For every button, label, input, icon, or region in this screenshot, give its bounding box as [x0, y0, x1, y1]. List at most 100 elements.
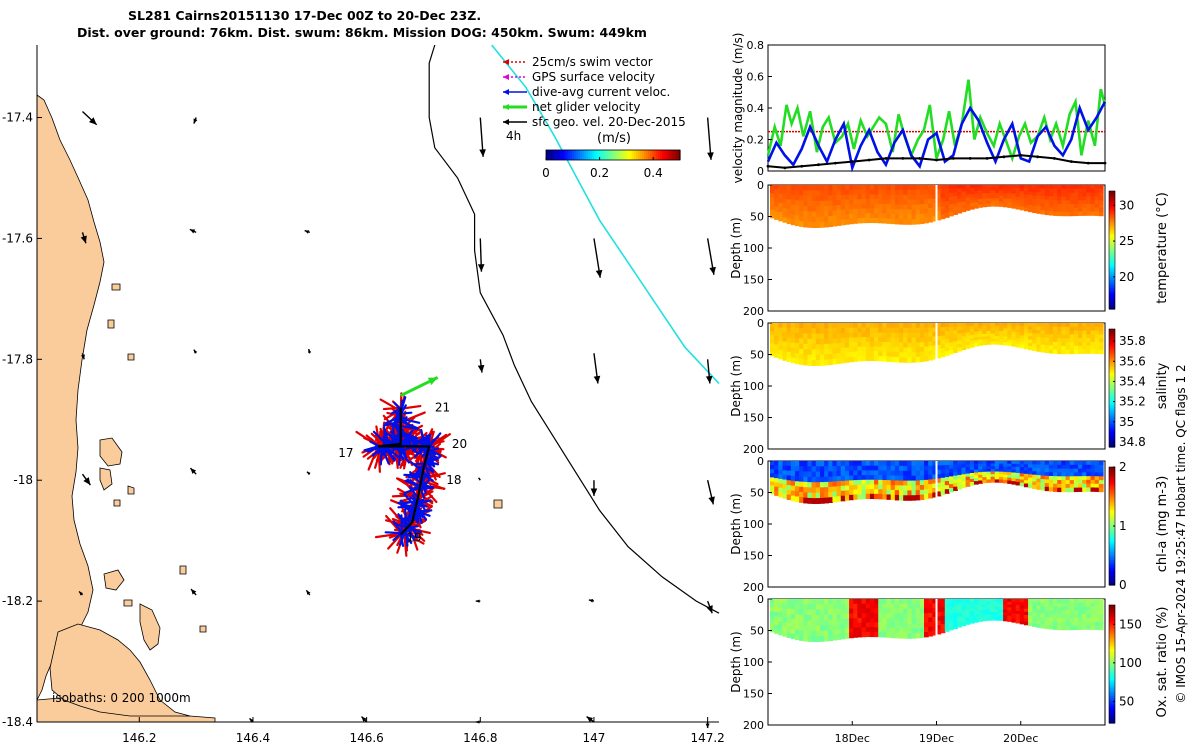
temperature-section-cell	[819, 185, 825, 191]
chla-section-cell	[878, 484, 883, 490]
temperature-section-cell	[882, 199, 888, 205]
salinity-section-cell	[894, 327, 900, 334]
temperature-section-cell	[1003, 195, 1008, 200]
oxygen-section-cell	[1040, 599, 1046, 604]
oxygen-section-cell	[1032, 616, 1037, 621]
salinity-section-cell	[824, 359, 829, 366]
oxygen-colorbar-cell	[1109, 681, 1115, 685]
oxygen-section-cell	[836, 629, 842, 635]
salinity-section-cell	[1023, 323, 1029, 327]
salinity-section-cell	[1040, 344, 1046, 349]
oxygen-section-cell	[1040, 609, 1046, 615]
temperature-section-cell	[924, 199, 929, 205]
salinity-section-cell	[865, 323, 871, 329]
oxygen-section-cell	[1086, 614, 1092, 619]
chla-section-cell	[832, 491, 838, 498]
geo-arrow-26-head	[588, 599, 594, 603]
temperature-section-cell	[978, 193, 983, 197]
oxygen-section-cell	[1065, 625, 1071, 631]
salinity-section-cell	[1007, 336, 1013, 341]
temperature-section-cell	[774, 197, 779, 203]
temperature-section-cell	[1007, 204, 1013, 208]
salinity-section-cell	[1078, 323, 1083, 328]
oxygen-section-cell	[1090, 602, 1096, 608]
oxygen-section-cell	[1098, 618, 1104, 623]
temperature-ytick-label-2: 100	[743, 242, 764, 255]
salinity-section-cell	[1028, 342, 1033, 347]
chla-section-cell	[790, 470, 796, 477]
salinity-section-cell	[890, 323, 896, 329]
chla-section-cell	[1073, 472, 1079, 477]
chla-section-cell	[911, 480, 917, 487]
chla-section-cell	[928, 484, 933, 490]
temperature-section-cell	[1032, 188, 1037, 193]
oxygen-colorbar-frame	[1108, 604, 1116, 724]
chla-section-cell	[1078, 483, 1083, 489]
temperature-section-cell	[944, 209, 950, 214]
temperature-section-cell	[1015, 205, 1021, 210]
salinity-section-cell	[915, 352, 921, 358]
oxygen-section-cell	[903, 618, 908, 625]
temperature-section-cell	[961, 188, 967, 193]
salinity-section-cell	[836, 323, 842, 329]
oxygen-section-cell	[819, 609, 825, 616]
temperature-section-cell	[1032, 185, 1037, 190]
temperature-section-cell	[811, 185, 817, 191]
dive-avg-vector-142	[399, 419, 419, 430]
temperature-section-cell	[936, 215, 942, 221]
chla-section-cell	[998, 471, 1004, 475]
temperature-section-cell	[1019, 203, 1025, 208]
oxygen-section-cell	[978, 599, 983, 603]
chla-section-cell	[836, 496, 842, 502]
oxygen-section-cell	[819, 604, 825, 611]
salinity-section-cell	[865, 351, 871, 357]
salinity-colorbar-cell	[1109, 358, 1115, 362]
oxygen-colorbar-cell	[1109, 654, 1115, 657]
temperature-section-cell	[1053, 185, 1058, 190]
salinity-section-cell	[924, 323, 929, 329]
oxygen-section-cell	[986, 617, 992, 621]
chla-section-cell	[990, 479, 996, 483]
oxygen-section-cell	[1044, 606, 1050, 611]
salinity-section-cell	[1073, 345, 1079, 351]
chla-section-cell	[774, 486, 779, 492]
oxygen-section-cell	[1019, 605, 1025, 609]
chla-section-cell	[1028, 474, 1033, 479]
temperature-section-cell	[1011, 187, 1017, 192]
map-colorbar-cell	[668, 150, 671, 160]
salinity-section-cell	[844, 352, 850, 358]
chla-section-cell	[794, 481, 800, 487]
oxygen-colorbar-cell	[1109, 622, 1115, 626]
chla-section-cell	[973, 463, 979, 468]
oxygen-section-cell	[828, 635, 834, 641]
oxygen-section-cell	[1015, 610, 1021, 615]
temperature-section-cell	[857, 203, 863, 210]
chla-section-cell	[990, 476, 996, 480]
salinity-section-cell	[840, 342, 846, 349]
salinity-section-cell	[1061, 345, 1067, 351]
oxygen-ytick-label-1: 50	[750, 625, 764, 638]
chla-section-cell	[1036, 464, 1042, 469]
salinity-section-cell	[1028, 329, 1033, 334]
oxygen-section-cell	[1028, 622, 1033, 627]
chla-section-cell	[973, 472, 979, 476]
salinity-section-cell	[1073, 342, 1079, 347]
oxygen-section-cell	[1094, 602, 1100, 608]
temperature-section-cell	[1011, 185, 1017, 189]
temperature-section-cell	[1028, 204, 1033, 209]
temperature-section-cell	[807, 206, 813, 212]
chla-section-cell	[819, 476, 825, 483]
temperature-section-cell	[828, 216, 834, 222]
temperature-section-cell	[828, 210, 834, 217]
temperature-section-cell	[894, 218, 900, 225]
chla-section-cell	[1015, 463, 1021, 468]
chla-section-cell	[869, 484, 875, 490]
oxygen-section-cell	[778, 603, 784, 609]
chla-section-cell	[815, 487, 821, 494]
chla-section-cell	[770, 477, 775, 483]
salinity-section-cell	[1032, 333, 1037, 338]
chla-section-cell	[986, 474, 992, 478]
oxygen-section-cell	[869, 627, 875, 633]
chla-section-cell	[1073, 464, 1079, 470]
salinity-section-cell	[778, 354, 784, 360]
